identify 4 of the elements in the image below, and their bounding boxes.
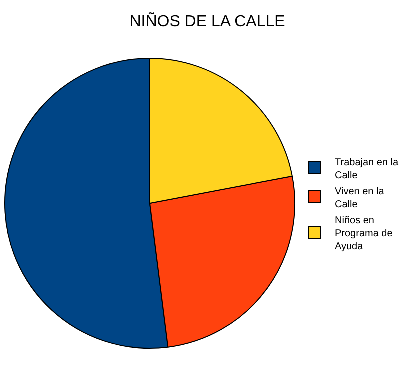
chart-title: NIÑOS DE LA CALLE bbox=[130, 12, 286, 31]
legend-label: Viven en la Calle bbox=[335, 186, 385, 210]
legend-label: Trabajan en la Calle bbox=[335, 157, 399, 182]
legend-label: Niños en Programa de Ayuda bbox=[335, 215, 394, 252]
